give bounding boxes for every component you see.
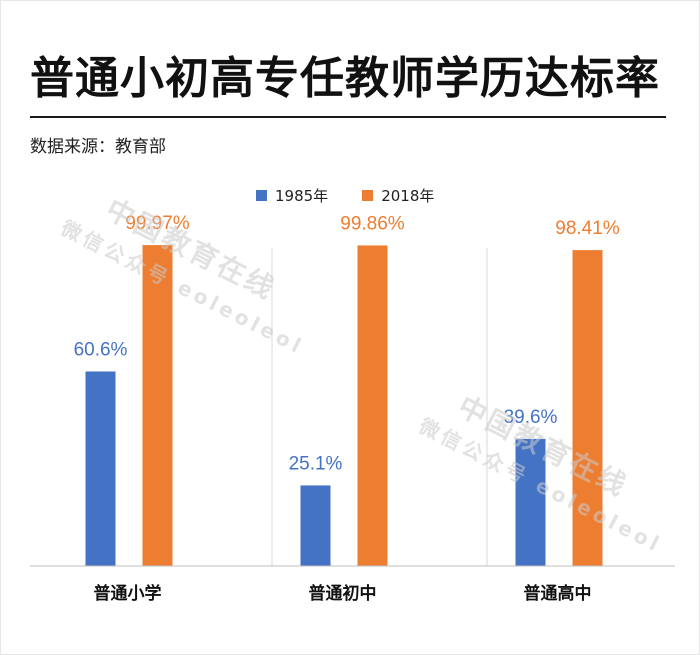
category-label: 普通初中 [309, 583, 377, 604]
title-rule [30, 116, 666, 118]
data-label: 60.6% [74, 339, 128, 360]
legend-label-2018: 2018年 [381, 187, 435, 205]
bar-2018 [572, 250, 603, 567]
legend-label-1985: 1985年 [275, 187, 329, 205]
legend-swatch-2018 [362, 190, 374, 201]
legend-item-1985: 1985年 [256, 185, 328, 206]
bar-1985 [300, 485, 331, 566]
chart-title: 普通小初高专任教师学历达标率 [30, 53, 660, 104]
category-label: 普通小学 [94, 583, 162, 604]
data-label: 98.41% [555, 218, 620, 239]
data-label: 99.97% [125, 213, 190, 234]
bar-2018 [357, 245, 388, 566]
legend: 1985年 2018年 [256, 185, 434, 206]
bar-1985 [515, 438, 546, 566]
data-label: 39.6% [504, 407, 558, 428]
legend-item-2018: 2018年 [362, 185, 434, 206]
legend-swatch-1985 [256, 190, 267, 201]
bar-2018 [142, 245, 173, 566]
data-label: 25.1% [289, 453, 343, 474]
data-source: 数据来源：教育部 [30, 137, 166, 157]
bar-1985 [85, 371, 116, 566]
category-label: 普通高中 [524, 583, 592, 604]
data-label: 99.86% [340, 213, 405, 234]
